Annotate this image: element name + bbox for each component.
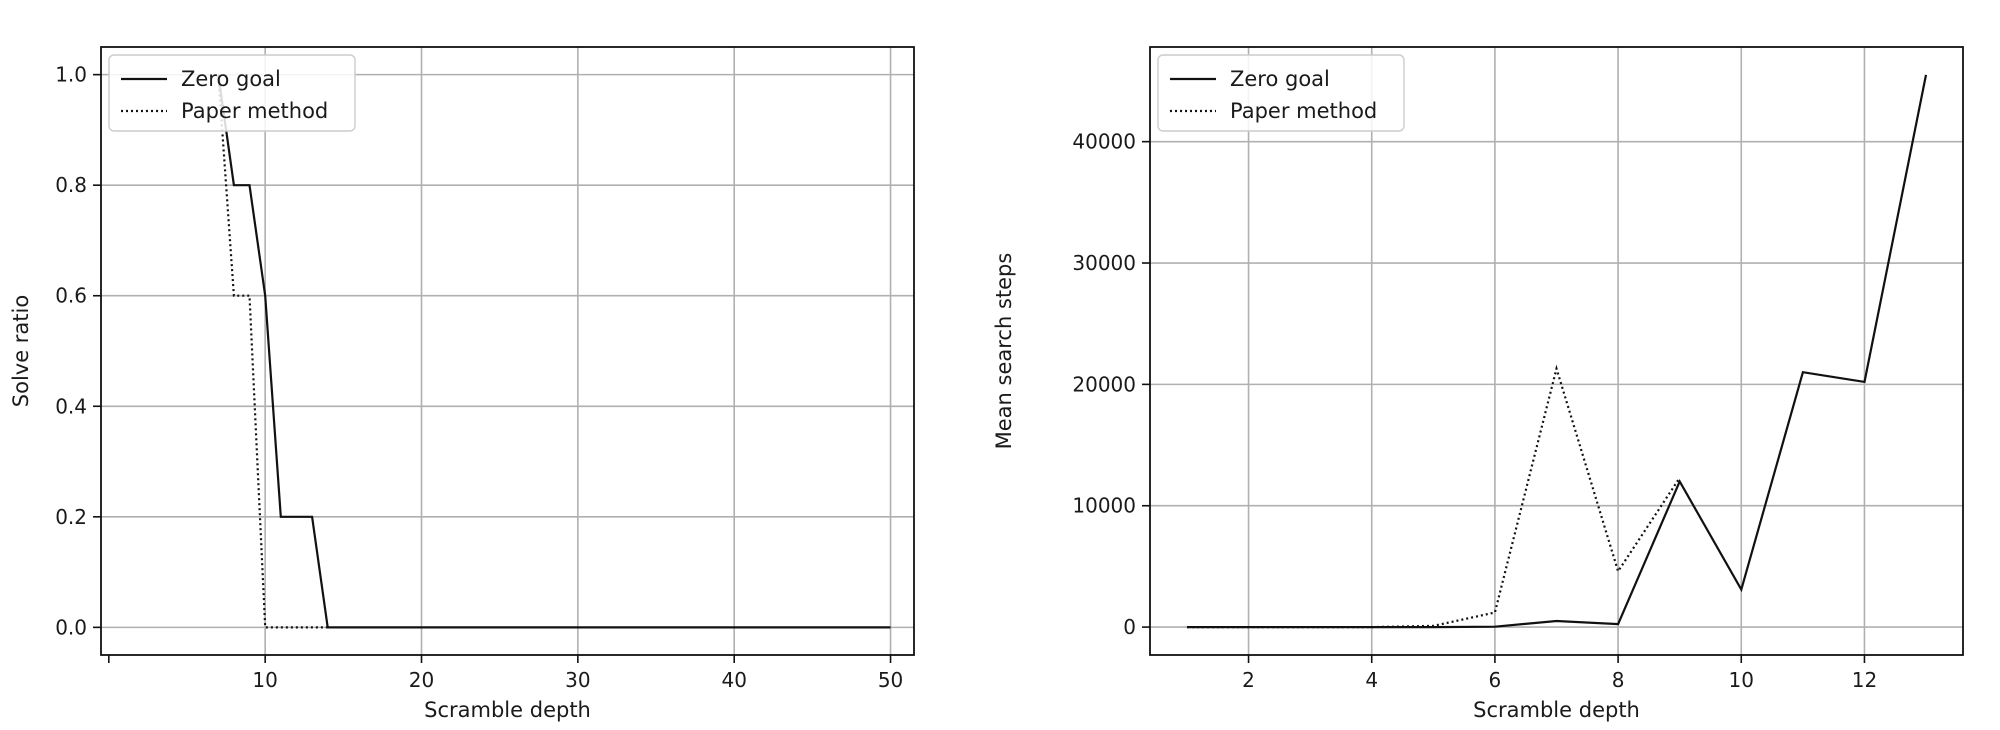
- y-axis-label: Mean search steps: [992, 253, 1016, 450]
- series-line-zero-goal: [1187, 74, 1928, 629]
- legend-label: Zero goal: [1230, 67, 1330, 91]
- y-tick-label: 0.0: [55, 615, 87, 639]
- y-tick-label: 40000: [1072, 130, 1136, 154]
- x-axis-label: Scramble depth: [424, 698, 591, 722]
- y-tick-label: 10000: [1072, 494, 1136, 518]
- plot-frame: [100, 46, 915, 656]
- series-line-zero-goal: [217, 74, 891, 629]
- y-tick-label: 1.0: [55, 63, 87, 87]
- y-tick-label: 30000: [1072, 251, 1136, 275]
- legend-box: [1157, 54, 1405, 132]
- series-line-paper-method: [217, 74, 328, 629]
- x-axis-label: Scramble depth: [1473, 698, 1640, 722]
- legend: Zero goal Paper method: [108, 54, 356, 132]
- y-tick-label: 0.2: [55, 505, 87, 529]
- y-tick-label: 0.4: [55, 394, 87, 418]
- y-axis-label: Solve ratio: [9, 295, 33, 407]
- legend-label: Zero goal: [181, 67, 281, 91]
- y-tick-label: 20000: [1072, 372, 1136, 396]
- x-tick-label: 10: [252, 668, 277, 692]
- x-tick-label: 6: [1489, 668, 1502, 692]
- chart-panel-2: 2 4 6 8 10 12 0 10000 20000 30000 40000 Scramble de…: [992, 46, 1964, 722]
- legend-label: Paper method: [1230, 99, 1377, 123]
- x-tick-label: 2: [1242, 668, 1255, 692]
- plot-frame: [1149, 46, 1964, 656]
- legend-label: Paper method: [181, 99, 328, 123]
- x-tick-label: 4: [1365, 668, 1378, 692]
- x-tick-label: 10: [1729, 668, 1754, 692]
- chart-panel-1: 10 20 30 40 50 0.0 0.2 0.4 0.6 0.8 1.0 Scramble dep…: [9, 46, 915, 722]
- x-tick-label: 40: [721, 668, 746, 692]
- series-line-paper-method: [1187, 364, 1681, 629]
- y-tick-label: 0.6: [55, 284, 87, 308]
- x-tick-label: 20: [409, 668, 434, 692]
- y-tick-label: 0.8: [55, 173, 87, 197]
- y-tick-label: 0: [1123, 615, 1136, 639]
- x-tick-label: 12: [1852, 668, 1877, 692]
- x-tick-label: 8: [1612, 668, 1625, 692]
- x-tick-label: 50: [878, 668, 903, 692]
- x-tick-label: 30: [565, 668, 590, 692]
- legend: Zero goal Paper method: [1157, 54, 1405, 132]
- legend-box: [108, 54, 356, 132]
